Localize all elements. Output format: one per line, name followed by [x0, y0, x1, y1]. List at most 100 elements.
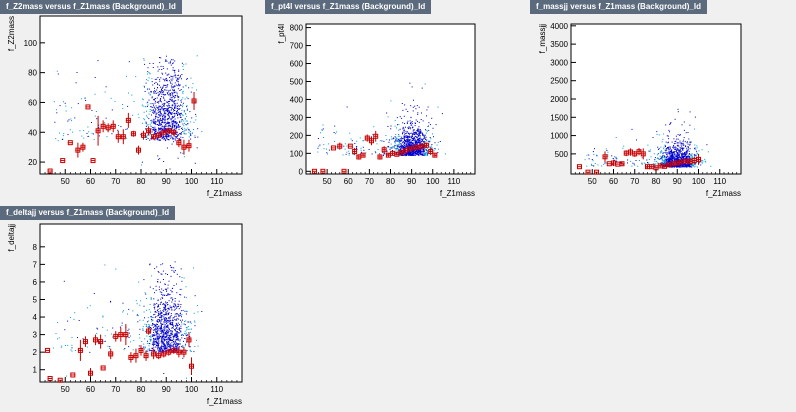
scatter-point	[163, 126, 165, 128]
scatter-point	[149, 94, 151, 96]
scatter-point	[415, 141, 416, 143]
scatter-point	[371, 153, 373, 155]
scatter-point	[679, 149, 681, 151]
scatter-point	[174, 298, 176, 299]
scatter-point	[690, 163, 692, 165]
scatter-point	[150, 327, 152, 328]
scatter-point	[176, 323, 178, 325]
scatter-point	[104, 91, 106, 93]
scatter-point	[168, 314, 169, 316]
scatter-point	[165, 336, 167, 338]
scatter-point	[171, 301, 173, 303]
scatter-point	[185, 129, 187, 131]
scatter-point	[627, 162, 628, 164]
scatter-point	[194, 162, 196, 164]
scatter-point	[167, 274, 168, 275]
scatter-point	[170, 97, 172, 99]
scatter-point	[424, 137, 426, 139]
scatter-point	[104, 335, 106, 337]
scatter-point	[141, 341, 143, 342]
scatter-point	[419, 141, 421, 143]
profile-point	[347, 143, 353, 149]
scatter-point	[167, 344, 169, 345]
scatter-point	[161, 334, 163, 336]
scatter-point	[160, 325, 162, 327]
scatter-point	[164, 328, 166, 330]
scatter-point	[422, 150, 424, 152]
scatter-point	[174, 334, 176, 336]
scatter-point	[420, 130, 422, 132]
scatter-point	[163, 326, 165, 328]
scatter-point	[148, 345, 150, 347]
scatter-point	[664, 144, 666, 146]
scatter-point	[400, 148, 401, 150]
scatter-point	[327, 153, 328, 155]
scatter-point	[169, 93, 171, 95]
scatter-point	[670, 150, 672, 152]
scatter-point	[167, 303, 169, 305]
scatter-point	[695, 165, 697, 167]
scatter-point	[170, 337, 172, 339]
scatter-point	[166, 123, 168, 125]
scatter-point	[178, 343, 180, 345]
scatter-point	[426, 151, 428, 153]
scatter-point	[186, 108, 188, 110]
scatter-point	[386, 153, 388, 155]
scatter-point	[186, 377, 187, 379]
scatter-point	[162, 96, 164, 98]
scatter-point	[422, 150, 424, 152]
scatter-point	[423, 149, 425, 151]
scatter-point	[386, 150, 388, 152]
scatter-point	[154, 311, 156, 313]
scatter-point	[420, 140, 422, 142]
scatter-point	[167, 114, 169, 116]
panel-title[interactable]: f_pt4l versus f_Z1mass (Background)_Id	[265, 0, 432, 14]
scatter-point	[165, 115, 167, 117]
scatter-point	[132, 310, 134, 312]
scatter-point	[153, 303, 155, 305]
profile-point	[594, 169, 599, 175]
scatter-point	[171, 112, 173, 114]
scatter-point	[424, 141, 426, 143]
scatter-point	[145, 293, 147, 295]
scatter-point	[425, 152, 427, 154]
scatter-point	[161, 91, 163, 93]
scatter-point	[667, 152, 669, 154]
scatter-point	[420, 132, 422, 134]
scatter-point	[677, 138, 679, 140]
scatter-point	[395, 145, 397, 147]
scatter-point	[418, 134, 420, 136]
scatter-point	[169, 106, 171, 108]
profile-series	[577, 148, 701, 175]
scatter-point	[174, 330, 176, 331]
scatter-point	[172, 137, 173, 139]
scatter-point	[158, 106, 160, 108]
scatter-point	[155, 311, 157, 313]
scatter-point	[415, 123, 416, 124]
scatter-point	[185, 133, 187, 135]
panel-title[interactable]: f_massjj versus f_Z1mass (Background)_Id	[530, 0, 707, 14]
scatter-point	[663, 133, 665, 135]
scatter-point	[177, 322, 179, 324]
scatter-point	[175, 304, 177, 306]
panel-title[interactable]: f_Z2mass versus f_Z1mass (Background)_Id	[0, 0, 182, 14]
scatter-point	[175, 95, 177, 96]
scatter-point	[160, 96, 162, 98]
scatter-point	[184, 310, 186, 312]
scatter-point	[409, 127, 411, 129]
scatter-point	[143, 59, 145, 61]
scatter-point	[157, 92, 159, 94]
scatter-point	[161, 93, 163, 95]
scatter-point	[181, 321, 182, 323]
panel-title[interactable]: f_deltajj versus f_Z1mass (Background)_I…	[0, 206, 176, 220]
scatter-point	[157, 155, 159, 157]
scatter-point	[177, 104, 179, 106]
scatter-point	[683, 155, 685, 157]
scatter-point	[170, 135, 172, 137]
scatter-point	[611, 163, 613, 165]
scatter-point	[159, 304, 161, 305]
scatter-point	[182, 106, 183, 108]
scatter-point	[335, 133, 337, 135]
profile-point	[45, 347, 51, 353]
scatter-point	[152, 67, 154, 68]
